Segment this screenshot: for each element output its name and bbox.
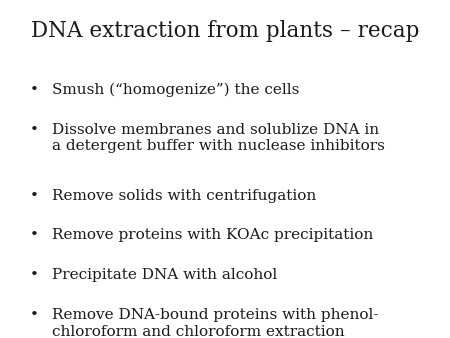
Text: •: • [29, 228, 38, 242]
Text: Remove DNA-bound proteins with phenol-
chloroform and chloroform extraction: Remove DNA-bound proteins with phenol- c… [52, 308, 378, 338]
Text: Remove proteins with KOAc precipitation: Remove proteins with KOAc precipitation [52, 228, 373, 242]
Text: Precipitate DNA with alcohol: Precipitate DNA with alcohol [52, 268, 277, 282]
Text: •: • [29, 308, 38, 322]
Text: Remove solids with centrifugation: Remove solids with centrifugation [52, 189, 316, 202]
Text: •: • [29, 268, 38, 282]
Text: Dissolve membranes and solublize DNA in
a detergent buffer with nuclease inhibit: Dissolve membranes and solublize DNA in … [52, 123, 385, 153]
Text: Smush (“homogenize”) the cells: Smush (“homogenize”) the cells [52, 83, 299, 97]
Text: •: • [29, 189, 38, 202]
Text: •: • [29, 83, 38, 97]
Text: DNA extraction from plants – recap: DNA extraction from plants – recap [31, 20, 419, 42]
Text: •: • [29, 123, 38, 137]
